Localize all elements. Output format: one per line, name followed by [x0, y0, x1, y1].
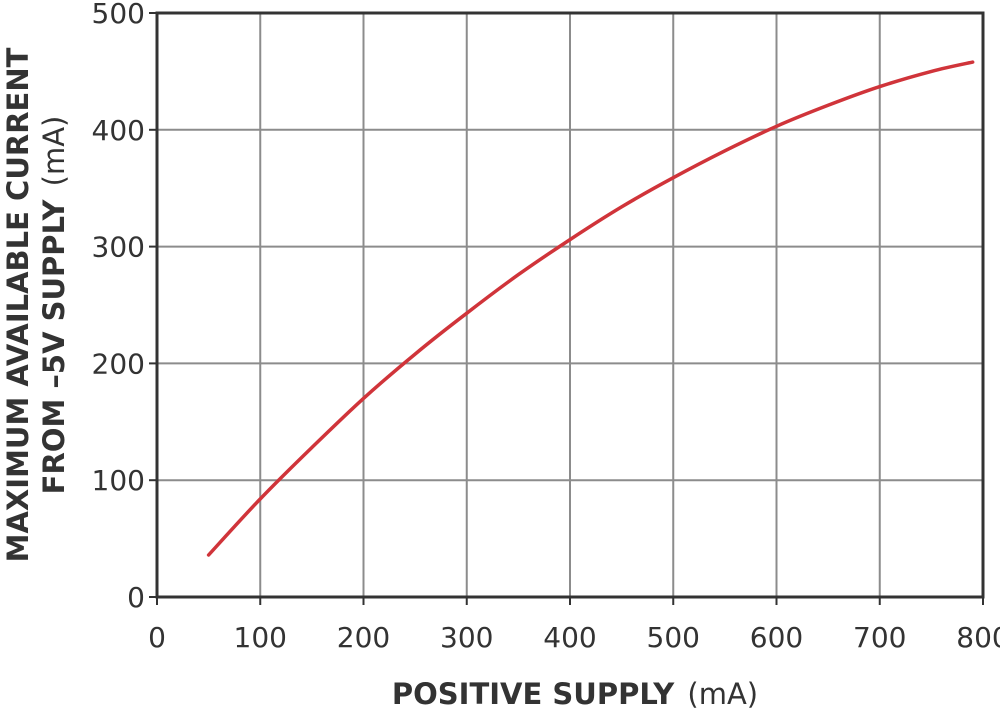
x-tick-label: 700 [853, 621, 906, 654]
series-line [206, 60, 975, 557]
y-tick-label: 300 [92, 231, 145, 264]
x-tick-label: 100 [234, 621, 287, 654]
x-axis-title-unit: (mA) [687, 677, 758, 708]
x-axis-title: POSITIVE SUPPLY (mA) [392, 677, 758, 708]
y-tick-label: 100 [92, 464, 145, 497]
x-tick-label: 800 [956, 621, 1000, 654]
x-axis-title-main: POSITIVE SUPPLY [392, 677, 675, 708]
grid [156, 12, 984, 598]
y-tick-label: 0 [127, 581, 145, 614]
x-tick-label: 200 [337, 621, 390, 654]
x-tick-label: 300 [440, 621, 493, 654]
x-tick-label: 400 [543, 621, 596, 654]
x-tick-label: 600 [750, 621, 803, 654]
tick-marks [149, 12, 984, 605]
x-tick-label: 500 [647, 621, 700, 654]
y-tick-label: 500 [92, 0, 145, 30]
y-axis-title-line2: FROM –5V SUPPLY (mA) [37, 116, 71, 495]
y-tick-label: 400 [92, 114, 145, 147]
tick-labels: 0 100 200 300 400 500 600 700 800 0 100 200 300 400 50… [92, 0, 1000, 654]
x-tick-label: 0 [148, 621, 166, 654]
y-axis-title-line2-main: FROM –5V SUPPLY [37, 198, 71, 494]
y-axis-title-line2-unit: (mA) [37, 116, 71, 187]
y-axis-title-line1: MAXIMUM AVAILABLE CURRENT [1, 47, 35, 562]
y-tick-label: 200 [92, 347, 145, 380]
